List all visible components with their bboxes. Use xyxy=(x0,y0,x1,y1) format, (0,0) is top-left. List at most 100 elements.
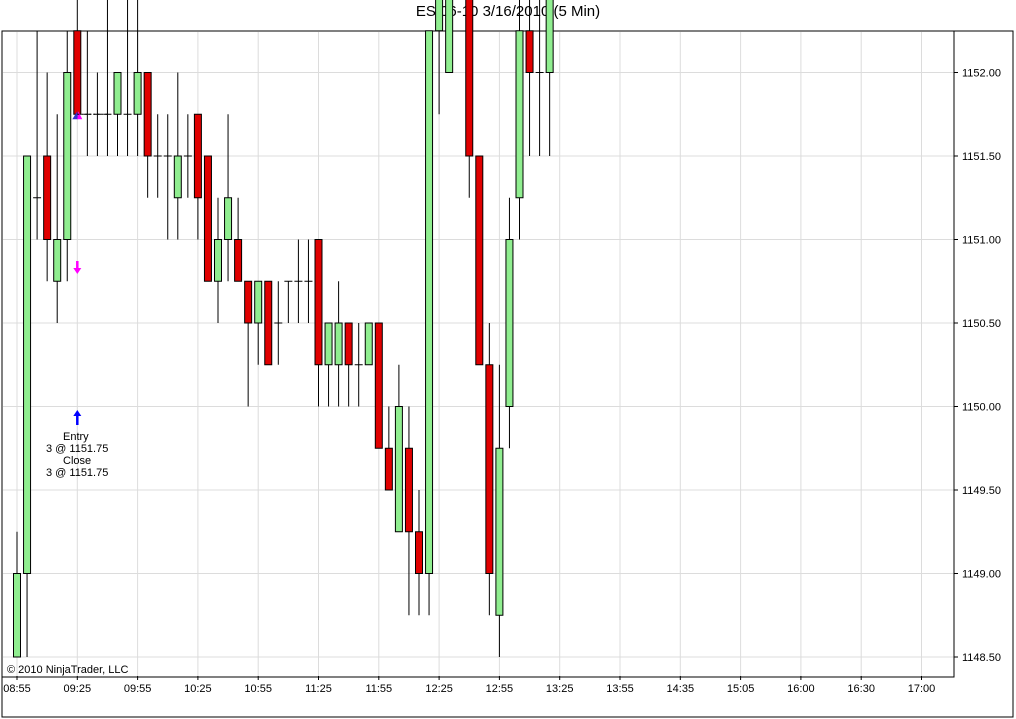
candle-body-down xyxy=(525,30,534,73)
entry-fill-marker-icon xyxy=(72,111,79,120)
candle xyxy=(515,0,524,240)
bars xyxy=(13,0,554,658)
candle xyxy=(284,280,293,323)
y-tick-label: 1151.00 xyxy=(962,235,1001,247)
candle-body-down xyxy=(193,113,202,199)
y-tick-label: 1151.50 xyxy=(962,151,1001,163)
candle xyxy=(214,197,222,323)
candle-body-up xyxy=(435,0,444,32)
candle-body-up xyxy=(63,72,72,240)
candle xyxy=(465,0,474,198)
candle xyxy=(63,30,72,282)
candle xyxy=(123,0,132,156)
candle xyxy=(163,114,172,240)
candle xyxy=(254,280,263,365)
candle-body-down xyxy=(485,364,494,574)
candle xyxy=(73,0,82,115)
candle xyxy=(535,0,544,156)
arrow-head xyxy=(73,268,82,274)
candle xyxy=(394,364,403,533)
x-tick-label: 13:25 xyxy=(546,683,574,695)
x-tick-label: 10:25 xyxy=(184,683,212,695)
candle-body-up xyxy=(334,322,343,366)
candle-body-down xyxy=(475,155,484,366)
candle xyxy=(374,322,383,449)
x-tick-label: 15:05 xyxy=(727,683,755,695)
candle xyxy=(384,406,393,491)
candle-body-down xyxy=(344,322,353,366)
candle xyxy=(113,72,122,156)
candle xyxy=(425,30,434,616)
candle-body-down xyxy=(384,447,393,491)
candle-body-up xyxy=(505,239,514,407)
candle xyxy=(23,155,32,657)
candle-body-down xyxy=(143,72,152,157)
candle-body-up xyxy=(13,573,21,658)
candle-body-up xyxy=(545,0,554,73)
x-tick-label: 16:00 xyxy=(787,683,815,695)
candle xyxy=(364,322,373,366)
candle-body-up xyxy=(133,72,142,115)
x-tick-label: 10:55 xyxy=(244,683,272,695)
candle xyxy=(525,0,534,156)
candle xyxy=(83,30,92,156)
trade-annotation: Close xyxy=(63,455,91,467)
candle-body-up xyxy=(113,72,122,115)
candle-body-down xyxy=(244,280,253,324)
chart-frame xyxy=(1,30,1014,718)
candle xyxy=(13,531,21,658)
x-tick-label: 13:55 xyxy=(606,683,634,695)
candle-body-down xyxy=(203,155,212,282)
candle-body-down xyxy=(234,239,243,282)
candle xyxy=(294,239,303,323)
x-tick-label: 09:55 xyxy=(124,683,152,695)
candle xyxy=(244,280,253,407)
short-exit-arrow-icon xyxy=(73,261,82,274)
candle-body-up xyxy=(394,406,403,533)
candle xyxy=(153,114,162,198)
candle-body-up xyxy=(495,447,504,616)
candle-body-down xyxy=(314,239,323,366)
candle xyxy=(435,0,444,115)
y-tick-label: 1149.50 xyxy=(962,485,1001,497)
candle xyxy=(183,114,192,198)
candle-body-up xyxy=(364,322,373,366)
grid xyxy=(3,32,954,676)
candle xyxy=(203,155,212,282)
candle xyxy=(415,490,423,616)
candle-body-up xyxy=(173,155,182,199)
candle xyxy=(445,0,454,73)
x-tick-label: 14:35 xyxy=(667,683,695,695)
candle-body-down xyxy=(415,531,423,574)
candle xyxy=(264,280,273,366)
candle xyxy=(234,197,243,282)
x-tick-label: 08:55 xyxy=(3,683,31,695)
candle-body-up xyxy=(425,30,434,574)
exit-fill-marker-icon xyxy=(77,111,83,120)
trade-annotation: 3 @ 1151.75 xyxy=(46,467,108,479)
candle-body-down xyxy=(73,30,82,115)
candle xyxy=(314,239,323,407)
y-tick-label: 1148.50 xyxy=(962,652,1001,664)
candle-body-up xyxy=(214,239,222,282)
x-tick-label: 17:00 xyxy=(908,683,936,695)
candle xyxy=(344,322,353,407)
candle xyxy=(224,114,233,282)
candle xyxy=(53,114,62,323)
candle xyxy=(354,323,363,407)
candle-body-up xyxy=(53,239,62,282)
chart-title: ES 06-10 3/16/2010 (5 Min) xyxy=(415,3,601,20)
candle xyxy=(33,30,42,240)
candle-body-up xyxy=(445,0,454,73)
x-tick-label: 16:30 xyxy=(847,683,875,695)
candle xyxy=(505,197,514,449)
candle xyxy=(43,72,52,282)
candle-body-down xyxy=(404,447,413,533)
x-tick-label: 12:25 xyxy=(425,683,453,695)
candle xyxy=(143,72,152,198)
candle xyxy=(485,323,494,616)
y-tick-label: 1152.00 xyxy=(962,68,1001,80)
candle-body-up xyxy=(23,155,32,574)
